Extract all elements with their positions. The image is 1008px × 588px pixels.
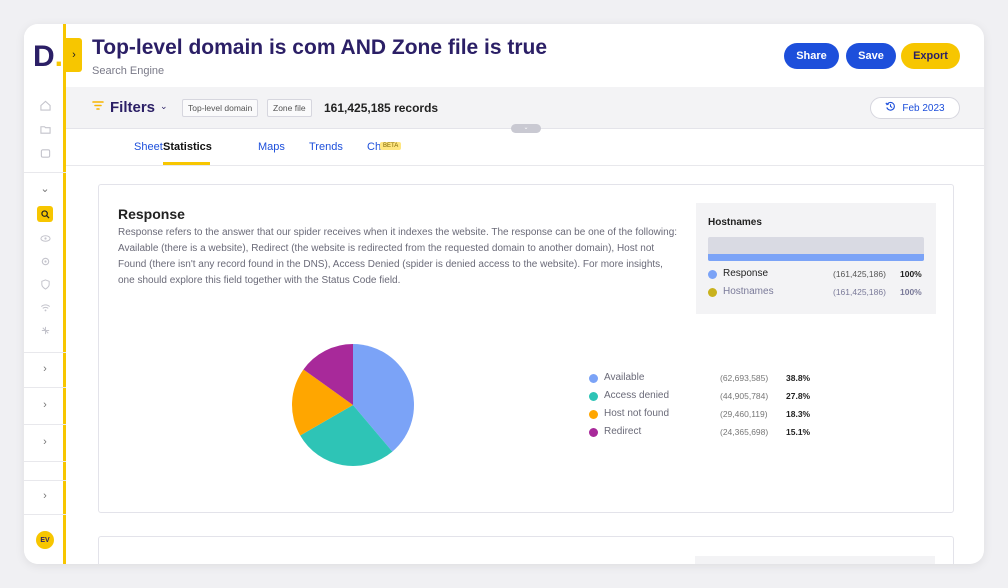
filter-chip[interactable]: Top-level domain <box>182 99 259 117</box>
legend-item[interactable]: Available (62,693,585) 38.8% <box>589 372 829 386</box>
legend-label: Access denied <box>604 390 670 401</box>
avatar[interactable]: EV <box>36 531 54 549</box>
share-button[interactable]: Share <box>784 43 839 69</box>
chevron-right-icon[interactable]: › <box>43 399 47 411</box>
legend-item[interactable]: Redirect (24,365,698) 15.1% <box>589 426 829 440</box>
history-icon <box>885 101 896 115</box>
chevron-right-icon[interactable]: › <box>43 436 47 448</box>
date-selector[interactable]: Feb 2023 <box>870 97 960 119</box>
hostnames-title: Hostnames <box>708 217 762 228</box>
export-button[interactable]: Export <box>901 43 960 69</box>
hostnames-row-pct: 100% <box>900 287 922 297</box>
hostnames-bar-fill <box>708 254 924 261</box>
sidebar-divider <box>24 480 66 481</box>
hostnames-panel: Hostnames Response (161,425,186) 100% Ho… <box>696 203 936 314</box>
chevron-down-icon[interactable]: ⌄ <box>160 101 168 111</box>
wifi-icon[interactable] <box>36 298 54 316</box>
expand-handle[interactable]: ⌄ <box>511 124 541 133</box>
sidebar-divider <box>24 387 66 388</box>
legend-item[interactable]: Host not found (29,460,119) 18.3% <box>589 408 829 422</box>
legend-count: (24,365,698) <box>720 427 769 437</box>
legend-percent: 38.8% <box>786 373 811 383</box>
active-tab-indicator <box>163 162 210 165</box>
pie-slice-redirect[interactable] <box>303 344 353 405</box>
beta-badge: BETA <box>380 142 402 150</box>
legend-percent: 18.3% <box>786 409 811 419</box>
hostnames-row-label: Hostnames <box>723 286 774 297</box>
tab-sheet[interactable]: Sheet <box>134 141 163 153</box>
sidebar-collapse-button[interactable]: › <box>66 38 82 72</box>
hostnames-row-count: (161,425,186) <box>833 269 886 279</box>
tab-statistics[interactable]: Statistics <box>163 141 212 153</box>
sidebar-divider <box>24 172 66 173</box>
response-card: Response Response refers to the answer t… <box>98 184 954 513</box>
logo[interactable]: D. <box>33 42 63 72</box>
database-icon[interactable] <box>36 144 54 162</box>
app-window: D. ⌄ › › › <box>24 24 984 564</box>
settings-icon[interactable] <box>36 252 54 270</box>
tab-trends[interactable]: Trends <box>309 141 343 153</box>
legend-label: Available <box>604 372 645 383</box>
legend-percent: 15.1% <box>786 427 811 437</box>
legend-item[interactable]: Access denied (44,905,784) 27.8% <box>589 390 829 404</box>
logo-dot: . <box>54 40 64 73</box>
network-icon[interactable] <box>36 321 54 339</box>
section-description: Response refers to the answer that our s… <box>118 227 678 286</box>
hostnames-row-label: Response <box>723 268 769 279</box>
legend-percent: 27.8% <box>786 391 811 401</box>
hostnames-bar <box>708 237 924 261</box>
legend-label: Host not found <box>604 408 670 419</box>
legend-label: Redirect <box>604 426 642 437</box>
response-pie-chart[interactable] <box>291 343 415 467</box>
page-title: Top-level domain is com AND Zone file is… <box>92 36 548 59</box>
eye-icon[interactable] <box>36 229 54 247</box>
sidebar-divider <box>24 461 66 462</box>
chevron-right-icon[interactable]: › <box>43 490 47 502</box>
pie-slice-available[interactable] <box>353 344 414 452</box>
logo-letter: D <box>33 40 55 73</box>
hostnames-row-pct: 100% <box>900 269 922 279</box>
hostnames-row: Response (161,425,186) 100% <box>708 268 924 282</box>
save-button[interactable]: Save <box>846 43 896 69</box>
filter-icon[interactable] <box>92 100 104 114</box>
legend-count: (44,905,784) <box>720 391 769 401</box>
tab-bar: Sheet Statistics Maps Trends Churn BETA <box>66 130 984 166</box>
hostnames-row-count: (161,425,186) <box>833 287 886 297</box>
next-card-panel <box>695 556 935 564</box>
chevron-down-icon[interactable]: ⌄ <box>40 183 50 195</box>
sidebar-divider <box>24 514 66 515</box>
pie-slice-access-denied[interactable] <box>300 405 393 466</box>
legend-dot <box>589 410 598 419</box>
legend-dot <box>589 428 598 437</box>
filter-chip[interactable]: Zone file <box>267 99 312 117</box>
section-title: Response <box>118 206 185 222</box>
sidebar: D. ⌄ › › › <box>24 24 66 564</box>
chevron-right-icon[interactable]: › <box>43 363 47 375</box>
legend-dot <box>708 288 717 297</box>
sidebar-divider <box>24 424 66 425</box>
header: Top-level domain is com AND Zone file is… <box>66 24 984 87</box>
sidebar-divider <box>24 352 66 353</box>
legend-count: (29,460,119) <box>720 409 768 419</box>
filter-bar: Filters ⌄ Top-level domain Zone file 161… <box>66 87 984 133</box>
home-icon[interactable] <box>36 96 54 114</box>
legend-count: (62,693,585) <box>720 373 769 383</box>
page-subtitle: Search Engine <box>92 65 165 77</box>
date-label: Feb 2023 <box>902 102 945 114</box>
record-count: 161,425,185 records <box>324 101 439 115</box>
legend-dot <box>589 392 598 401</box>
legend-dot <box>589 374 598 383</box>
hostnames-row: Hostnames (161,425,186) 100% <box>708 286 924 300</box>
folder-icon[interactable] <box>36 120 54 138</box>
tab-maps[interactable]: Maps <box>258 141 285 153</box>
pie-slice-host-not-found[interactable] <box>292 369 353 436</box>
shield-icon[interactable] <box>36 275 54 293</box>
legend-dot <box>708 270 717 279</box>
search-icon[interactable] <box>37 206 53 222</box>
filters-toggle[interactable]: Filters <box>110 99 156 116</box>
